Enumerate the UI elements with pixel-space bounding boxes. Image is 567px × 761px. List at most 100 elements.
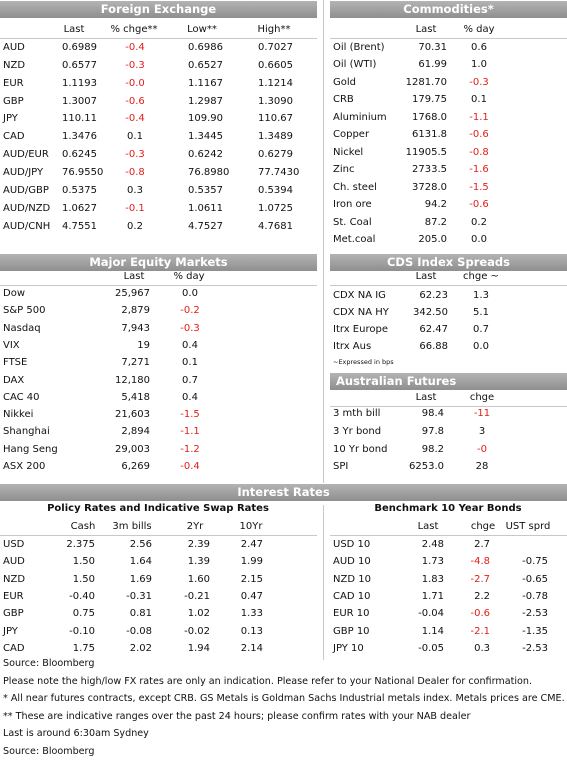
column-header: Last (415, 24, 437, 35)
cell-value: 1.1193 (62, 77, 97, 89)
cell-value: 0.4 (182, 339, 198, 351)
row-label: CRB (333, 94, 354, 106)
cell-value: 70.31 (418, 42, 447, 53)
cell-value: -0.4 (125, 113, 145, 125)
cell-value: 6,269 (121, 461, 150, 472)
header-rule (330, 535, 567, 536)
row-label: JPY (3, 113, 18, 125)
cell-value: 1.3489 (258, 131, 293, 143)
table-title: Policy Rates and Indicative Swap Rates (47, 503, 269, 514)
row-label: Oil (Brent) (333, 42, 385, 53)
cell-value: 0.1 (127, 131, 143, 143)
row-label: CDX NA IG (333, 290, 386, 301)
cell-value: 1.60 (187, 573, 210, 585)
row-label: JPY (3, 625, 18, 637)
cell-value: 1.3007 (62, 95, 97, 107)
row-label: DAX (3, 374, 25, 386)
row-label: Met.coal (333, 233, 376, 245)
row-label: CDX NA HY (333, 307, 389, 318)
cell-value: 0.2 (471, 216, 487, 228)
cell-value: -0.3 (469, 76, 489, 88)
cell-value: 29,003 (115, 443, 150, 455)
row-label: USD (3, 539, 25, 550)
row-label: GBP (3, 608, 24, 620)
cell-value: -0.3 (125, 59, 145, 71)
header-rule (330, 38, 567, 39)
divider (323, 0, 324, 483)
cell-value: 0.0 (182, 288, 198, 299)
cell-value: 1.3 (473, 290, 489, 301)
row-label: Aluminium (333, 111, 387, 123)
footnote: ~Expressed in bps (333, 358, 394, 366)
cell-value: 2.2 (474, 590, 490, 602)
row-label: NZD (3, 59, 26, 71)
column-header: % day (463, 24, 495, 35)
row-label: FTSE (3, 357, 28, 369)
cell-value: 1.69 (129, 573, 152, 585)
cell-value: 0.6986 (188, 42, 223, 53)
column-header: 2Yr (186, 521, 204, 532)
row-label: GBP (3, 95, 24, 107)
row-label: Zinc (333, 164, 355, 176)
cell-value: 1.2987 (188, 95, 223, 107)
cell-value: 0.2 (127, 220, 143, 232)
cell-value: 0.7 (473, 324, 489, 335)
cell-value: -0.6 (469, 129, 489, 141)
cell-value: -0.08 (126, 625, 152, 637)
column-header: UST sprd (505, 521, 551, 532)
row-label: Itrx Aus (333, 341, 372, 352)
cell-value: 5,418 (121, 391, 150, 403)
cell-value: 98.4 (421, 408, 444, 419)
cell-value: -1.5 (180, 409, 200, 421)
cell-value: 76.8980 (188, 166, 230, 178)
row-label: Hang Seng (3, 443, 58, 455)
header-rule (330, 406, 567, 407)
row-label: Copper (333, 129, 370, 141)
cell-value: 1.3476 (62, 131, 97, 143)
cell-value: 2.02 (129, 642, 152, 654)
row-label: VIX (3, 339, 20, 351)
header-rule (0, 535, 317, 536)
cell-value: 0.6242 (188, 149, 223, 161)
row-label: Ch. steel (333, 181, 377, 193)
cell-value: -0 (477, 443, 487, 455)
cell-value: 1.94 (187, 642, 210, 654)
cell-value: 12,180 (115, 374, 150, 386)
cell-value: 1.83 (421, 573, 444, 585)
cell-value: 1.0627 (62, 202, 97, 214)
row-label: ASX 200 (3, 461, 46, 472)
column-header: 3m bills (112, 521, 152, 532)
cell-value: 0.5394 (258, 184, 293, 196)
cell-value: 1.50 (72, 556, 95, 568)
row-label: Nasdaq (3, 322, 41, 334)
cell-value: -0.6 (125, 95, 145, 107)
cell-value: 1281.70 (405, 76, 447, 88)
cell-value: -0.4 (180, 461, 200, 472)
cell-value: 1.39 (187, 556, 210, 568)
cell-value: 62.47 (419, 324, 448, 335)
cell-value: -11 (473, 408, 491, 419)
cell-value: -0.8 (469, 146, 489, 158)
cell-value: 2.15 (240, 573, 263, 585)
section-header: Australian Futures (330, 373, 567, 390)
cell-value: 3728.0 (412, 181, 447, 193)
cell-value: 19 (137, 339, 150, 351)
cell-value: -0.21 (184, 590, 210, 602)
cell-value: 1.3445 (188, 131, 223, 143)
footer-note: * All near futures contracts, except CRB… (3, 693, 565, 705)
cell-value: 1.71 (421, 590, 444, 602)
row-label: 3 mth bill (333, 408, 381, 419)
cell-value: 2.375 (66, 539, 95, 550)
row-label: CAD (3, 642, 25, 654)
row-label: GBP 10 (333, 625, 370, 637)
cell-value: 1.02 (187, 608, 210, 620)
cell-value: -0.2 (180, 305, 200, 317)
cell-value: 66.88 (419, 341, 448, 352)
cell-value: -0.75 (522, 556, 548, 568)
cell-value: 2.7 (474, 539, 490, 550)
cell-value: -2.7 (470, 573, 490, 585)
row-label: Itrx Europe (333, 324, 388, 335)
column-header: chge (469, 392, 495, 403)
row-label: 3 Yr bond (333, 425, 382, 437)
cell-value: 1.99 (240, 556, 263, 568)
